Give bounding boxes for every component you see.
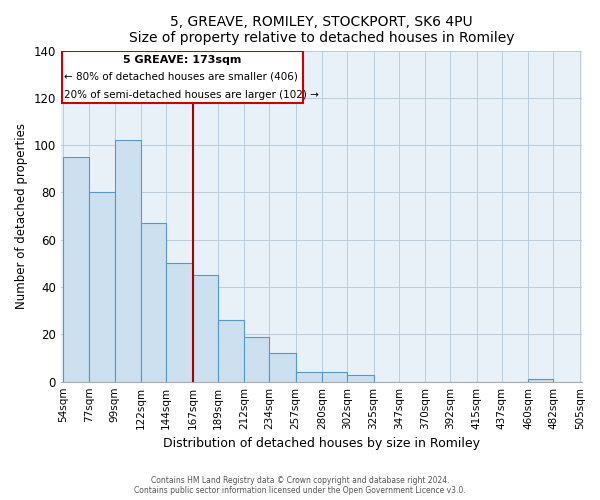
- Bar: [269, 354, 296, 382]
- Text: 20% of semi-detached houses are larger (102) →: 20% of semi-detached houses are larger (…: [64, 90, 319, 100]
- Text: 5 GREAVE: 173sqm: 5 GREAVE: 173sqm: [123, 56, 241, 66]
- Y-axis label: Number of detached properties: Number of detached properties: [15, 123, 28, 309]
- Bar: [141, 223, 166, 382]
- Bar: [528, 380, 553, 382]
- X-axis label: Distribution of detached houses by size in Romiley: Distribution of detached houses by size …: [163, 437, 480, 450]
- Bar: [115, 140, 141, 382]
- Bar: [63, 157, 89, 382]
- FancyBboxPatch shape: [62, 50, 302, 102]
- Title: 5, GREAVE, ROMILEY, STOCKPORT, SK6 4PU
Size of property relative to detached hou: 5, GREAVE, ROMILEY, STOCKPORT, SK6 4PU S…: [128, 15, 514, 45]
- Bar: [322, 372, 347, 382]
- Bar: [218, 320, 244, 382]
- Bar: [193, 275, 218, 382]
- Bar: [244, 336, 269, 382]
- Bar: [89, 192, 115, 382]
- Text: Contains HM Land Registry data © Crown copyright and database right 2024.
Contai: Contains HM Land Registry data © Crown c…: [134, 476, 466, 495]
- Bar: [166, 264, 193, 382]
- Bar: [296, 372, 322, 382]
- Text: ← 80% of detached houses are smaller (406): ← 80% of detached houses are smaller (40…: [64, 72, 298, 82]
- Bar: [347, 374, 374, 382]
